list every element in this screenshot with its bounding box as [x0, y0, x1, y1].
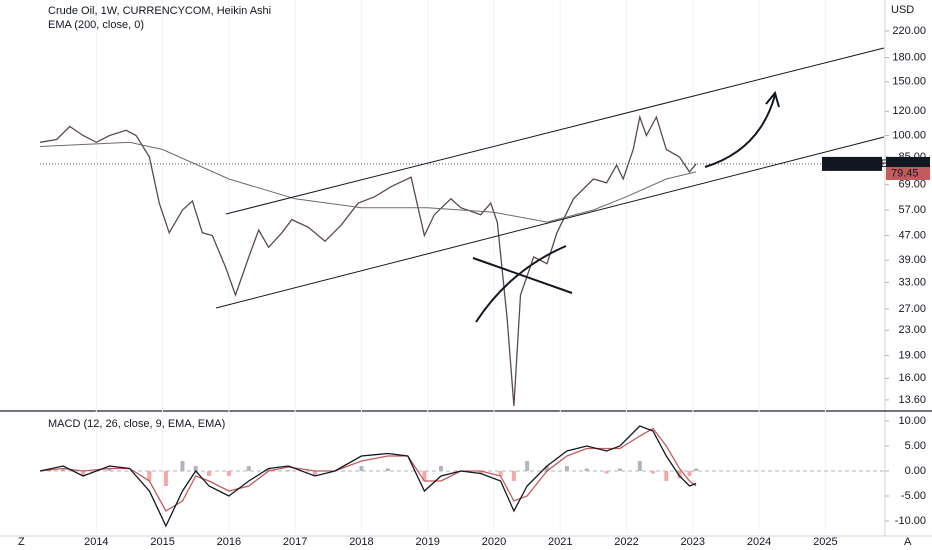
y-tick-label: 100.00 [892, 129, 926, 141]
histogram-bar [651, 471, 656, 474]
histogram-bar [564, 466, 569, 471]
histogram-bar [637, 461, 642, 471]
drawings [215, 47, 885, 323]
y-tick-label: 0.00 [905, 465, 926, 477]
histogram-bar [359, 466, 364, 471]
histogram-bar [677, 471, 682, 479]
histogram-bar [193, 466, 198, 471]
x-tick-label: 2018 [349, 536, 373, 548]
arrow-curve [704, 94, 776, 168]
y-tick-label: 47.00 [898, 229, 926, 241]
x-tick-label: 2021 [548, 536, 572, 548]
y-tick-label: 23.00 [898, 324, 926, 336]
corner-left[interactable]: Z [18, 536, 25, 548]
x-tick-label: 2025 [813, 536, 837, 548]
histogram-bar [147, 471, 152, 481]
histogram-bar [163, 471, 168, 486]
histogram-bar [545, 466, 549, 471]
histogram-bar [694, 468, 699, 471]
lower-channel-line [215, 136, 885, 309]
arrow-head [765, 90, 780, 108]
histogram-bar [107, 468, 112, 471]
x-tick-label: 2023 [681, 536, 705, 548]
y-tick-label: 33.00 [898, 276, 926, 288]
y-tick-label: 10.00 [898, 415, 926, 427]
symbol-box [822, 156, 882, 171]
histogram-bar [687, 471, 692, 476]
symbol-label: OIL_CRUDE [825, 158, 888, 170]
histogram-bar [438, 466, 443, 471]
y-tick-label: 220.00 [892, 25, 926, 37]
unit-label: USD [891, 4, 914, 16]
corner-right[interactable]: A [904, 536, 912, 548]
histogram-bar [478, 471, 483, 474]
y-tick-label: 5.00 [905, 440, 926, 452]
y-tick-label: 120.00 [892, 105, 926, 117]
y-tick-label: 39.00 [898, 254, 926, 266]
histogram-bar [511, 471, 516, 481]
histogram-bar [498, 471, 503, 476]
y-tick-label: -5.00 [901, 490, 926, 502]
x-tick-label: 2016 [217, 536, 241, 548]
histogram-bar [207, 471, 211, 476]
histogram-bar [246, 466, 251, 471]
x-tick-label: 2019 [415, 536, 439, 548]
y-tick-label: -10.00 [895, 515, 926, 527]
histogram-bar [226, 471, 231, 476]
histogram-bar [286, 470, 291, 471]
y-tick-label: 16.00 [898, 372, 926, 384]
macd-line [39, 425, 697, 528]
prev-close-box [886, 166, 930, 180]
histogram-bar [385, 468, 390, 471]
histogram-bar [266, 468, 271, 471]
y-tick-label: 19.00 [898, 349, 926, 361]
upper-channel-line [225, 47, 885, 215]
histogram-bar [180, 461, 185, 471]
y-tick-label: 150.00 [892, 76, 926, 88]
y-tick-label: 180.00 [892, 52, 926, 64]
x-tick-label: 2020 [482, 536, 506, 548]
chart-title: Crude Oil, 1W, CURRENCYCOM, Heikin Ashi [48, 5, 271, 17]
last-price-label: 80.70 [891, 158, 919, 170]
histogram-bar [61, 468, 66, 471]
x-tick-label: 2024 [747, 536, 771, 548]
ema-line [39, 141, 697, 223]
y-tick-label: 27.00 [898, 303, 926, 315]
histogram-bar [422, 471, 427, 481]
histogram-bar [617, 468, 622, 471]
x-tick-label: 2017 [283, 536, 307, 548]
x-tick-label: 2022 [614, 536, 638, 548]
y-tick-label: 57.00 [898, 204, 926, 216]
cross-curve [475, 245, 567, 323]
histogram-bar [584, 468, 589, 471]
histogram-bar [81, 471, 86, 476]
histogram-bar [664, 471, 669, 481]
x-tick-label: 2015 [150, 536, 174, 548]
cross-stroke [472, 257, 573, 294]
y-tick-label: 69.00 [898, 179, 926, 191]
x-tick-label: 2014 [84, 536, 108, 548]
price-line [39, 114, 697, 406]
macd-label: MACD (12, 26, close, 9, EMA, EMA) [48, 418, 225, 430]
prev-close-label: 79.45 [891, 167, 919, 179]
histogram-bar [525, 461, 530, 471]
y-tick-label: 13.60 [898, 394, 926, 406]
histogram-bar [313, 471, 318, 476]
histogram-bar [604, 471, 609, 474]
indicator-label: EMA (200, close, 0) [48, 19, 144, 31]
